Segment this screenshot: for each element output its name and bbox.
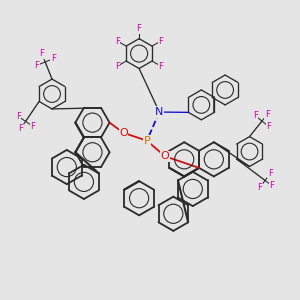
Text: O: O [160,151,169,161]
Text: F: F [16,112,21,121]
Text: F: F [268,169,273,178]
Text: F: F [34,61,40,70]
Text: O: O [119,128,128,138]
Text: F: F [257,183,262,192]
Text: F: F [51,54,56,63]
Text: F: F [253,111,258,120]
Text: F: F [158,37,163,46]
Text: F: F [115,61,120,70]
Text: F: F [115,37,120,46]
Text: F: F [265,110,270,119]
Text: F: F [269,181,275,190]
Text: F: F [30,122,35,131]
Text: N: N [155,107,164,117]
Text: P: P [143,136,150,146]
Text: F: F [266,122,271,131]
Text: F: F [39,50,44,58]
Text: F: F [158,61,163,70]
Text: F: F [136,24,142,33]
Text: F: F [18,124,23,133]
